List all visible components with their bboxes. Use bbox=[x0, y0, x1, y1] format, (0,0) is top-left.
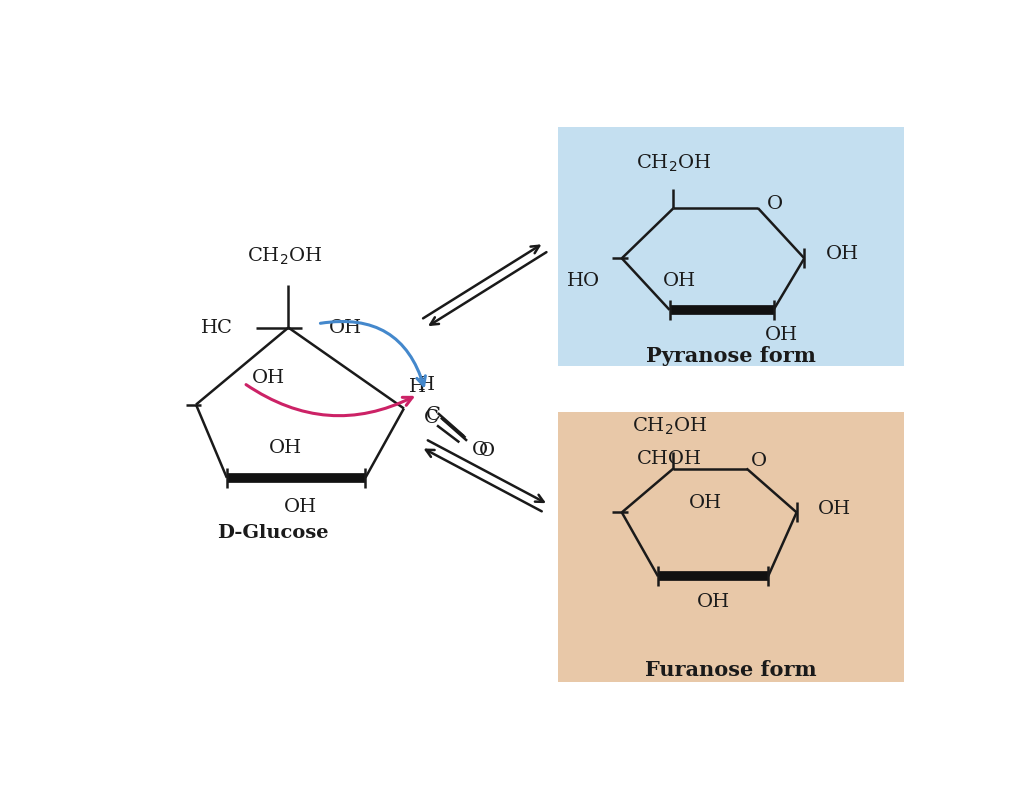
FancyArrowPatch shape bbox=[246, 385, 413, 415]
Text: Pyranose form: Pyranose form bbox=[646, 346, 816, 366]
Text: CH$_2$OH: CH$_2$OH bbox=[632, 415, 708, 437]
Text: O: O bbox=[472, 441, 487, 459]
Text: OH: OH bbox=[765, 326, 798, 345]
Text: D-Glucose: D-Glucose bbox=[217, 524, 329, 543]
Text: HC: HC bbox=[201, 319, 233, 336]
Text: CH$_2$OH: CH$_2$OH bbox=[247, 246, 323, 267]
Text: H: H bbox=[410, 378, 426, 396]
Text: OH: OH bbox=[696, 592, 730, 611]
Text: O: O bbox=[767, 196, 783, 213]
FancyArrowPatch shape bbox=[321, 321, 425, 386]
Text: C: C bbox=[423, 409, 438, 427]
Text: OH: OH bbox=[284, 498, 316, 516]
Text: OH: OH bbox=[689, 494, 722, 512]
Text: OH: OH bbox=[826, 246, 859, 263]
Text: OH: OH bbox=[252, 369, 285, 386]
Text: HO: HO bbox=[567, 272, 600, 291]
Text: OH: OH bbox=[663, 272, 695, 291]
Text: H: H bbox=[418, 377, 435, 394]
Text: OH: OH bbox=[329, 319, 361, 336]
Text: OH: OH bbox=[818, 500, 851, 518]
FancyBboxPatch shape bbox=[558, 127, 904, 366]
Text: CHOH: CHOH bbox=[637, 449, 702, 468]
FancyBboxPatch shape bbox=[558, 412, 904, 682]
Text: OH: OH bbox=[269, 440, 302, 457]
Text: O: O bbox=[479, 442, 496, 460]
Text: Furanose form: Furanose form bbox=[645, 660, 817, 680]
Text: C: C bbox=[425, 406, 440, 423]
Text: CH$_2$OH: CH$_2$OH bbox=[636, 153, 711, 174]
Text: O: O bbox=[751, 452, 767, 470]
